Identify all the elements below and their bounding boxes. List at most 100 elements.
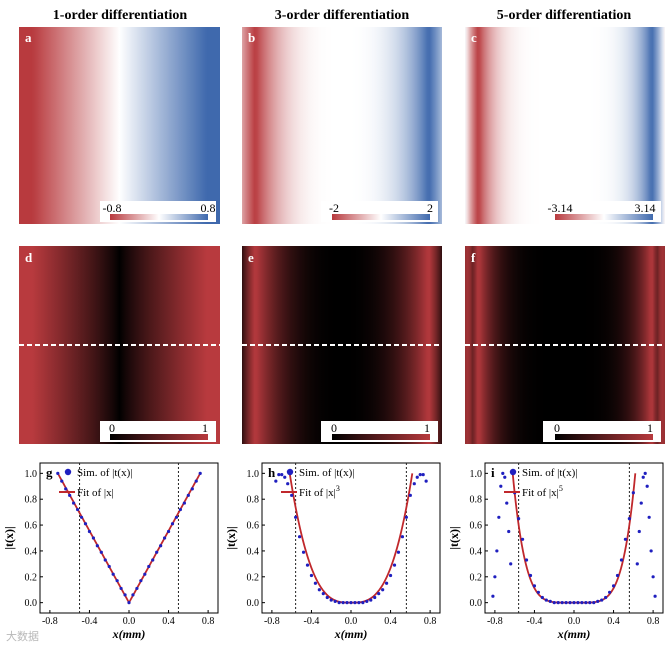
sim-point: [556, 601, 560, 605]
panel-label-f: f: [471, 250, 476, 265]
sim-point: [532, 584, 537, 588]
sim-point: [584, 601, 588, 605]
x-tick-label: -0.8: [264, 616, 280, 627]
sim-point: [404, 515, 408, 519]
sim-point: [317, 588, 321, 592]
sim-point: [377, 592, 381, 596]
sim-point: [166, 529, 171, 534]
sim-point: [95, 544, 99, 548]
sim-point: [155, 550, 159, 554]
sim-point: [277, 473, 281, 477]
sim-point: [643, 471, 647, 475]
phase-map-a: -0.8 0.8 a: [19, 27, 220, 224]
sim-point: [111, 572, 115, 576]
sim-point: [408, 493, 412, 497]
sim-point: [588, 601, 592, 605]
sim-point: [365, 599, 369, 603]
sim-point: [190, 487, 194, 491]
y-tick-label: 0.6: [25, 521, 38, 532]
legend-sim-marker: [509, 468, 517, 476]
sim-point: [151, 558, 155, 562]
sim-point: [540, 595, 544, 600]
title-col-3: 5-order differentiation: [497, 8, 632, 23]
y-tick-label: 0.0: [247, 598, 260, 609]
sim-point: [647, 515, 651, 519]
sim-point: [345, 601, 349, 605]
phase-colorbar-a-max: 0.8: [201, 201, 216, 215]
sim-point: [564, 601, 568, 605]
sim-point: [182, 501, 186, 505]
sim-point: [305, 563, 310, 567]
x-axis-label: x(mm): [334, 627, 368, 641]
sim-point: [608, 590, 612, 594]
sim-point: [290, 493, 294, 497]
phase-colorbar-b-max: 2: [427, 201, 433, 215]
amplitude-map-f: 0 1 f: [465, 246, 665, 444]
sim-point: [528, 573, 533, 578]
amp-colorbar-d-max: 1: [202, 421, 208, 435]
sim-point: [283, 475, 287, 479]
x-tick-label: 0.8: [647, 616, 660, 627]
sim-point: [361, 601, 365, 605]
sim-point: [576, 601, 580, 605]
y-tick-label: 0.4: [25, 546, 38, 557]
sim-point: [580, 601, 584, 605]
panel-label: h: [268, 465, 276, 480]
sim-point: [309, 573, 314, 578]
sim-point: [400, 535, 405, 539]
sim-point: [388, 573, 393, 578]
phase-colorbar-c-min: -3.14: [548, 201, 573, 215]
sim-point: [147, 564, 151, 569]
sim-point: [159, 544, 163, 548]
sim-point: [143, 572, 147, 576]
y-tick-label: 0.6: [470, 521, 483, 532]
y-axis-label: |t(x)|: [447, 526, 461, 549]
sim-point: [341, 601, 345, 605]
y-tick-label: 0.2: [247, 572, 260, 583]
phase-colorbar-b: [332, 214, 430, 220]
plot-frame: [484, 462, 664, 614]
panel-label-e: e: [248, 250, 254, 265]
sim-point: [64, 487, 68, 491]
sim-point: [645, 484, 649, 488]
legend-fit-exponent: 5: [559, 484, 563, 493]
sim-point: [623, 537, 628, 541]
sim-point: [329, 598, 333, 602]
panel-label-a: a: [25, 30, 32, 45]
phase-map-b-image: [242, 27, 442, 224]
sim-point: [103, 558, 107, 562]
x-tick-label: -0.4: [304, 616, 320, 627]
legend-sim-label: Sim. of |t(x)|: [522, 467, 577, 479]
sim-point: [493, 575, 497, 579]
sim-point: [170, 522, 175, 526]
sim-point: [596, 599, 600, 603]
legend-fit-label: Fit of |x|5: [522, 484, 563, 499]
sim-point: [611, 584, 616, 588]
sim-point: [560, 601, 564, 605]
x-tick-label: 0.0: [123, 616, 136, 627]
sim-point: [127, 601, 131, 605]
amplitude-map-d: 0 1 d: [19, 246, 220, 444]
legend-sim-marker: [64, 468, 72, 476]
sim-point: [131, 593, 135, 597]
amp-colorbar-d-min: 0: [109, 421, 115, 435]
sim-point: [115, 579, 119, 583]
y-axis-label: |t(x)|: [224, 526, 238, 549]
sim-point: [491, 594, 495, 598]
sim-point: [99, 550, 103, 554]
panel-label: g: [46, 465, 53, 480]
sim-point: [424, 479, 428, 483]
amp-colorbar-e-max: 1: [424, 421, 430, 435]
y-tick-label: 0.4: [247, 546, 260, 557]
y-tick-label: 1.0: [25, 469, 38, 480]
sim-point: [507, 529, 511, 534]
panel-label: i: [491, 465, 495, 480]
x-tick-label: -0.8: [42, 616, 58, 627]
sim-point: [635, 562, 639, 566]
y-tick-label: 0.0: [25, 598, 38, 609]
panel-label-b: b: [248, 30, 255, 45]
phase-colorbar-a-min: -0.8: [103, 201, 122, 215]
x-axis-label: x(mm): [557, 627, 591, 641]
sim-point: [83, 522, 88, 526]
